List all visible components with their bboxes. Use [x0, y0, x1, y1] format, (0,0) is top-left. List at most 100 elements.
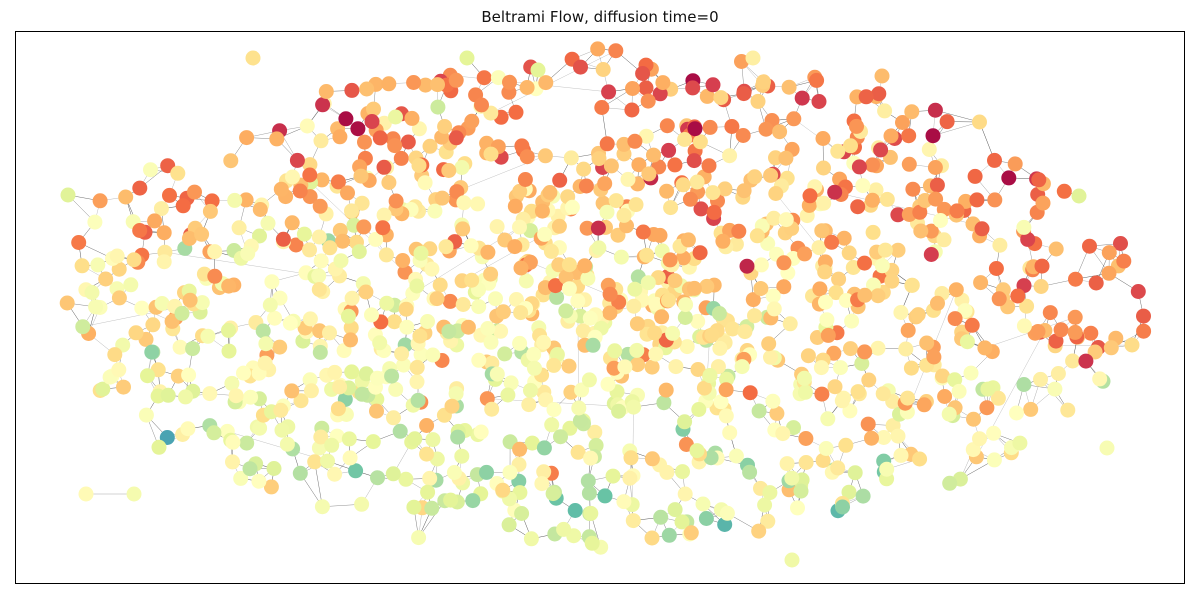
graph-node	[449, 184, 465, 200]
graph-node	[549, 289, 565, 305]
graph-node	[1019, 298, 1035, 314]
graph-node	[170, 165, 186, 181]
graph-node	[364, 114, 380, 129]
graph-node	[273, 181, 289, 197]
graph-node	[194, 295, 210, 311]
graph-node	[344, 82, 360, 98]
graph-node	[702, 119, 718, 135]
graph-node	[734, 359, 750, 375]
graph-node	[817, 264, 833, 280]
graph-node	[372, 335, 388, 351]
graph-node	[387, 138, 403, 154]
graph-node	[368, 231, 384, 247]
graph-node	[579, 220, 595, 236]
graph-node	[765, 393, 781, 409]
graph-node	[665, 325, 681, 341]
graph-node	[396, 357, 412, 373]
graph-node	[969, 192, 985, 208]
graph-node	[1048, 333, 1064, 349]
graph-node	[936, 232, 952, 248]
graph-node	[489, 366, 505, 382]
graph-node	[145, 317, 161, 333]
graph-node	[429, 291, 445, 307]
graph-node	[260, 215, 276, 231]
graph-node	[87, 214, 103, 230]
graph-node	[639, 247, 655, 263]
graph-node	[1068, 271, 1083, 287]
graph-node	[1103, 340, 1119, 356]
graph-node	[875, 386, 891, 402]
graph-node	[870, 288, 886, 304]
graph-node	[1067, 324, 1083, 340]
graph-node	[763, 167, 779, 183]
graph-node	[715, 233, 731, 249]
graph-node	[302, 372, 318, 388]
graph-node	[874, 258, 890, 274]
graph-node	[1053, 322, 1069, 338]
graph-node	[567, 503, 583, 518]
graph-node	[818, 294, 833, 310]
graph-node	[779, 456, 795, 472]
graph-node	[699, 278, 715, 294]
graph-node	[991, 291, 1007, 307]
graph-node	[343, 332, 358, 348]
graph-node	[858, 89, 874, 105]
graph-node	[861, 372, 877, 388]
graph-node	[965, 442, 981, 458]
graph-node	[667, 273, 683, 289]
graph-node	[737, 324, 753, 340]
graph-node	[546, 357, 562, 373]
graph-node	[238, 192, 254, 208]
graph-node	[348, 463, 364, 479]
graph-node	[330, 174, 346, 190]
graph-node	[1016, 377, 1032, 392]
graph-node	[756, 74, 771, 90]
graph-node	[376, 159, 392, 175]
graph-node	[181, 367, 197, 383]
graph-node	[422, 138, 438, 154]
graph-node	[267, 310, 283, 326]
graph-node	[60, 187, 76, 203]
graph-node	[659, 118, 675, 134]
graph-node	[327, 364, 343, 380]
graph-node	[411, 530, 427, 546]
graph-node	[575, 323, 591, 339]
graph-node	[966, 411, 981, 427]
graph-node	[588, 437, 604, 453]
graph-node	[988, 261, 1004, 276]
graph-node	[393, 150, 409, 166]
graph-node	[652, 227, 668, 243]
graph-node	[411, 158, 427, 173]
graph-node	[644, 530, 660, 546]
graph-node	[252, 228, 267, 244]
graph-node	[311, 229, 327, 245]
graph-node	[626, 399, 642, 415]
graph-node	[753, 257, 769, 273]
graph-node	[151, 439, 167, 455]
graph-node	[332, 379, 348, 395]
graph-node	[273, 402, 289, 418]
graph-node	[521, 397, 537, 413]
graph-node	[590, 220, 606, 236]
graph-node	[658, 382, 674, 398]
graph-node	[263, 479, 279, 495]
graph-node	[855, 178, 871, 194]
graph-node	[524, 435, 540, 451]
graph-node	[338, 111, 354, 127]
graph-node	[778, 150, 794, 166]
graph-node	[1116, 253, 1132, 269]
graph-node	[602, 286, 618, 302]
graph-node	[616, 207, 632, 223]
graph-node	[830, 460, 846, 476]
graph-node	[123, 277, 139, 293]
graph-node	[927, 160, 943, 175]
graph-node	[342, 450, 358, 466]
graph-node	[552, 172, 568, 188]
graph-node	[980, 381, 996, 397]
graph-node	[392, 423, 408, 439]
graph-node	[132, 180, 148, 196]
graph-edge	[314, 461, 323, 507]
graph-node	[646, 147, 661, 163]
graph-node	[653, 509, 669, 525]
graph-node	[388, 381, 404, 397]
